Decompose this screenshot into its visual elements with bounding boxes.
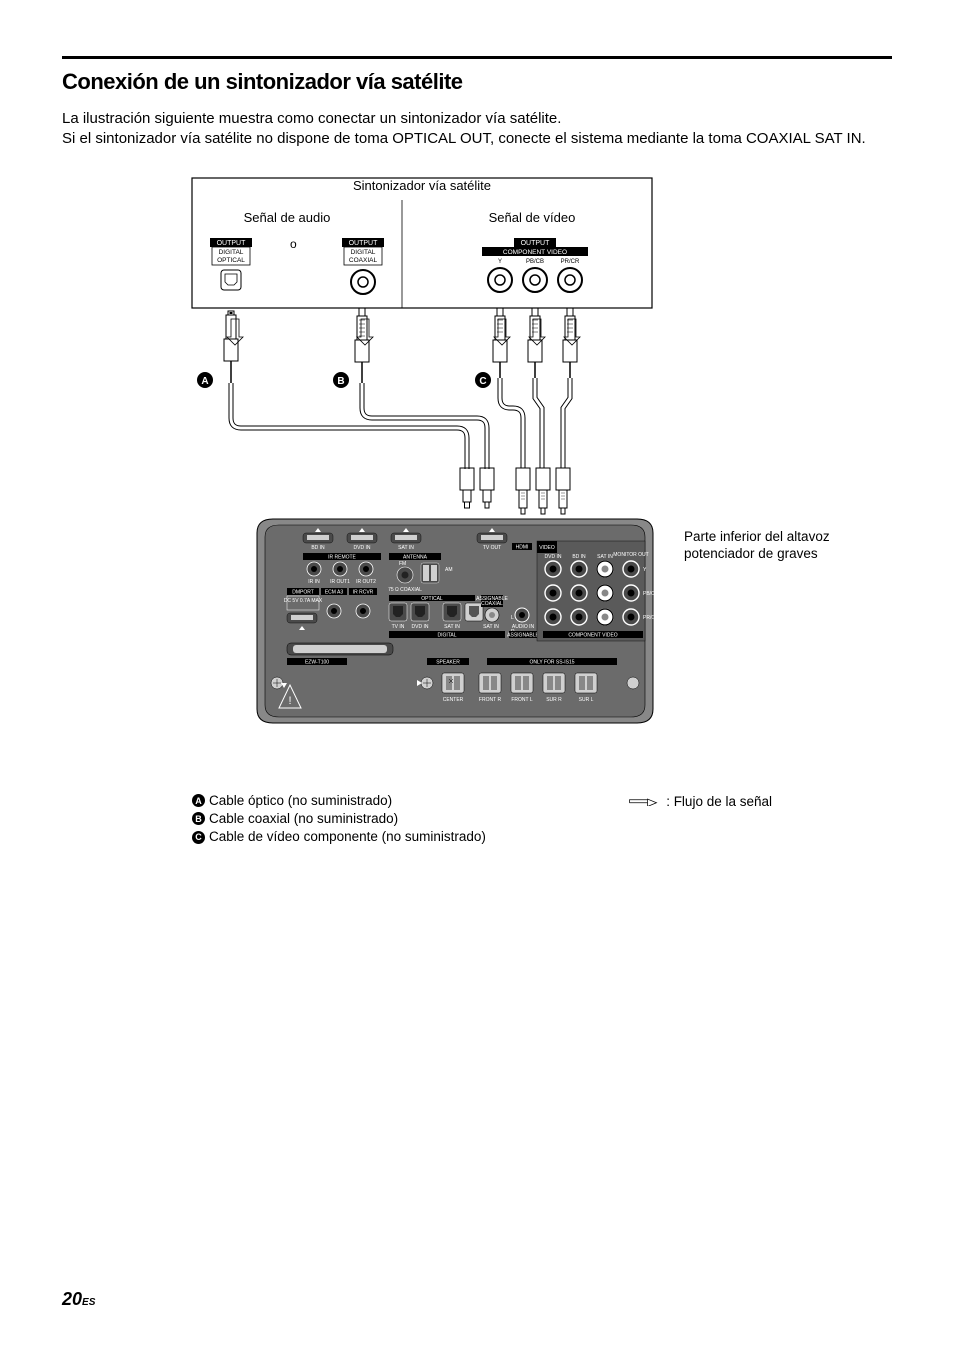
or-label: o	[290, 237, 297, 251]
svg-text:PB/CB: PB/CB	[643, 591, 659, 597]
svg-text:L: L	[511, 615, 514, 621]
page-number: 20ES	[62, 1289, 95, 1310]
intro-line-2: Si el sintonizador vía satélite no dispo…	[62, 130, 866, 147]
svg-text:IR OUT2: IR OUT2	[356, 579, 376, 585]
svg-text:DIGITAL: DIGITAL	[437, 632, 456, 638]
svg-text:SAT IN: SAT IN	[597, 554, 613, 560]
out1-top: OUTPUT	[217, 240, 247, 247]
diagram-svg: Sintonizador vía satélite Señal de audio…	[62, 168, 892, 768]
svg-text:SUR R: SUR R	[546, 697, 562, 703]
legend: ACable óptico (no suministrado) BCable c…	[62, 792, 892, 847]
svg-text:ONLY FOR SS-IS15: ONLY FOR SS-IS15	[529, 659, 574, 665]
intro-text: La ilustración siguiente muestra como co…	[62, 109, 892, 150]
svg-text:ANTENNA: ANTENNA	[403, 554, 428, 560]
svg-text:COAXIAL: COAXIAL	[481, 601, 503, 607]
svg-text:SAT IN: SAT IN	[398, 545, 414, 551]
svg-text:TV OUT: TV OUT	[483, 545, 501, 551]
bullet-b-icon: B	[192, 812, 205, 825]
out2-l2: COAXIAL	[349, 257, 378, 264]
svg-text:SUR L: SUR L	[579, 697, 594, 703]
out2-l1: DIGITAL	[351, 249, 376, 256]
svg-text:SAT IN: SAT IN	[483, 624, 499, 630]
out3-pr: PR/CR	[561, 259, 580, 265]
side-caption: Parte inferior del altavoz potenciador d…	[684, 528, 834, 563]
top-rule	[62, 56, 892, 59]
svg-text:OPTICAL: OPTICAL	[421, 596, 443, 602]
svg-text:DMPORT: DMPORT	[292, 589, 314, 595]
tuner-title: Sintonizador vía satélite	[353, 178, 491, 193]
legend-b: Cable coaxial (no suministrado)	[209, 810, 398, 828]
svg-text:PR/CR: PR/CR	[643, 615, 659, 621]
out1-l2: OPTICAL	[217, 257, 245, 264]
svg-text:FRONT R: FRONT R	[479, 697, 502, 703]
svg-text:FRONT L: FRONT L	[511, 697, 533, 703]
svg-text:EZW-T100: EZW-T100	[305, 659, 329, 665]
marker-c: C	[479, 376, 486, 387]
out3-l1: COMPONENT VIDEO	[503, 249, 567, 256]
svg-text:FM: FM	[399, 561, 406, 567]
svg-text:SAT IN: SAT IN	[444, 624, 460, 630]
out3-pb: PB/CB	[526, 259, 544, 265]
svg-text:HDMI: HDMI	[516, 544, 529, 550]
svg-text:BD IN: BD IN	[572, 554, 586, 560]
intro-line-1: La ilustración siguiente muestra como co…	[62, 110, 561, 127]
out3-y: Y	[498, 259, 502, 265]
page-title: Conexión de un sintonizador vía satélite	[62, 69, 892, 95]
svg-text:MONITOR OUT: MONITOR OUT	[613, 552, 648, 558]
video-label: Señal de vídeo	[489, 210, 576, 225]
svg-text:ASSIGNABLE: ASSIGNABLE	[507, 632, 539, 638]
svg-text:AM: AM	[445, 567, 453, 573]
out2-top: OUTPUT	[349, 240, 379, 247]
marker-a: A	[201, 376, 208, 387]
audio-label: Señal de audio	[244, 210, 331, 225]
svg-text:!: !	[288, 695, 291, 707]
marker-b: B	[337, 376, 344, 387]
svg-text:CENTER: CENTER	[443, 697, 464, 703]
svg-text:IR REMOTE: IR REMOTE	[328, 554, 356, 560]
svg-text:IR RCVR: IR RCVR	[353, 589, 374, 595]
svg-text:DVD IN: DVD IN	[412, 624, 429, 630]
svg-text:75 Ω COAXIAL: 75 Ω COAXIAL	[388, 587, 422, 593]
legend-c: Cable de vídeo componente (no suministra…	[209, 828, 486, 846]
svg-text:IR OUT1: IR OUT1	[330, 579, 350, 585]
svg-text:TV IN: TV IN	[392, 624, 405, 630]
svg-text:DC 5V 0.7A MAX: DC 5V 0.7A MAX	[284, 598, 323, 604]
out1-l1: DIGITAL	[219, 249, 244, 256]
svg-text:AUDIO IN: AUDIO IN	[512, 624, 535, 630]
svg-text:BD IN: BD IN	[311, 545, 325, 551]
svg-text:DVD IN: DVD IN	[354, 545, 371, 551]
out3-top: OUTPUT	[521, 240, 551, 247]
flow-arrow-icon	[227, 319, 580, 345]
svg-text:VIDEO: VIDEO	[539, 545, 555, 551]
svg-text:DVD IN: DVD IN	[545, 554, 562, 560]
svg-text:ECM A3: ECM A3	[325, 589, 344, 595]
svg-text:IR IN: IR IN	[308, 579, 320, 585]
bullet-c-icon: C	[192, 831, 205, 844]
svg-text:SPEAKER: SPEAKER	[436, 659, 460, 665]
connection-diagram: Sintonizador vía satélite Señal de audio…	[62, 168, 892, 798]
